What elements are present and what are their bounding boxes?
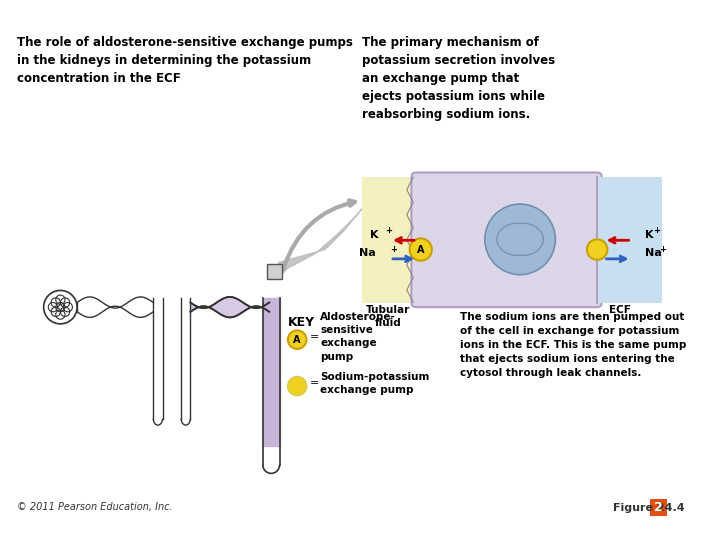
Text: The role of aldosterone-sensitive exchange pumps
in the kidneys in determining t: The role of aldosterone-sensitive exchan…: [17, 36, 353, 85]
Circle shape: [288, 330, 307, 349]
FancyBboxPatch shape: [597, 177, 662, 302]
Text: © 2011 Pearson Education, Inc.: © 2011 Pearson Education, Inc.: [17, 502, 172, 512]
Text: A: A: [294, 335, 301, 345]
Circle shape: [587, 239, 608, 260]
Circle shape: [410, 239, 432, 261]
Text: Sodium-potassium
exchange pump: Sodium-potassium exchange pump: [320, 372, 430, 395]
Text: +: +: [385, 226, 392, 235]
Bar: [267, 265, 282, 279]
Text: The sodium ions are then pumped out
of the cell in exchange for potassium
ions i: The sodium ions are then pumped out of t…: [459, 312, 686, 378]
Text: K: K: [645, 230, 654, 240]
Polygon shape: [279, 205, 365, 278]
Text: The primary mechanism of
potassium secretion involves
an exchange pump that
ejec: The primary mechanism of potassium secre…: [362, 36, 555, 121]
Bar: [263, 298, 279, 447]
Text: Na: Na: [359, 248, 376, 258]
Text: ECF: ECF: [609, 305, 631, 315]
FancyBboxPatch shape: [362, 177, 413, 302]
Text: A: A: [417, 245, 425, 254]
Text: Aldosterone-
sensitive
exchange
pump: Aldosterone- sensitive exchange pump: [320, 312, 396, 362]
Text: +: +: [660, 245, 667, 254]
Text: Tubular
fluid: Tubular fluid: [366, 305, 410, 328]
FancyBboxPatch shape: [411, 172, 602, 307]
Circle shape: [288, 377, 307, 395]
Text: Figure 24.4: Figure 24.4: [613, 503, 685, 513]
Text: =: =: [310, 332, 320, 342]
FancyBboxPatch shape: [650, 500, 667, 516]
Circle shape: [485, 204, 555, 275]
Text: Na: Na: [645, 248, 662, 258]
Text: +: +: [390, 245, 397, 254]
Text: KEY: KEY: [288, 316, 315, 329]
Text: =: =: [310, 379, 320, 388]
Polygon shape: [407, 177, 413, 302]
Text: +: +: [653, 226, 660, 235]
Text: 2: 2: [654, 501, 663, 514]
Text: K: K: [370, 230, 379, 240]
